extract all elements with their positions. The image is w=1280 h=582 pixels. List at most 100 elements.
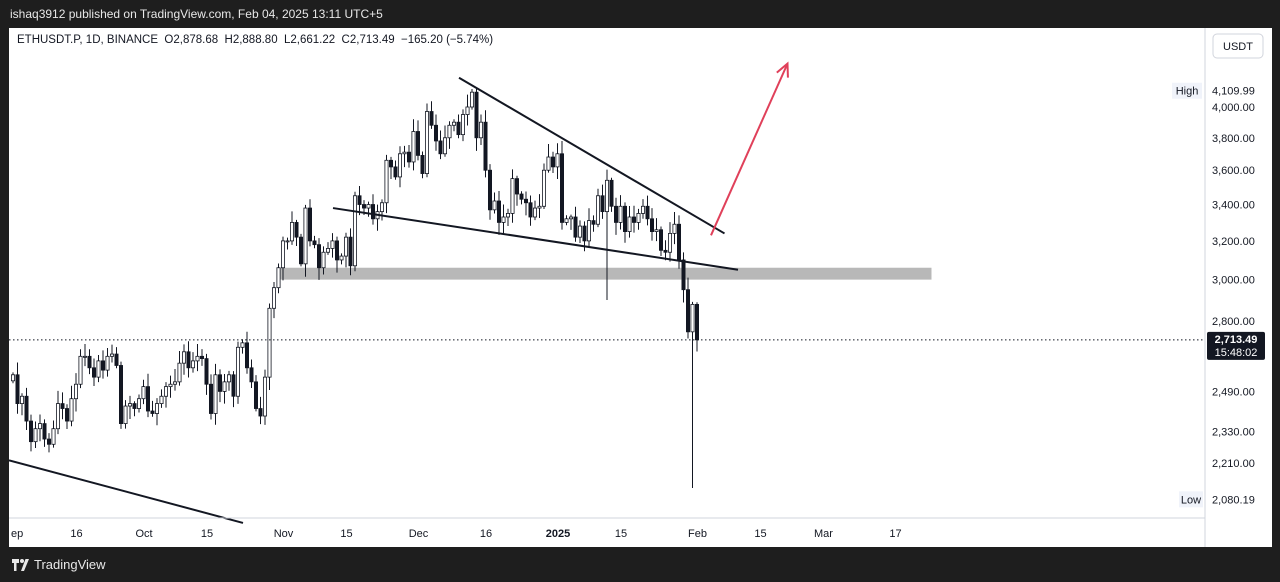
candle-body bbox=[438, 140, 443, 155]
candle-body bbox=[415, 131, 420, 156]
time-tick-label: Feb bbox=[688, 528, 707, 540]
time-tick-label: 15 bbox=[201, 528, 213, 540]
candle-body bbox=[596, 195, 601, 225]
candle-body bbox=[123, 405, 128, 424]
candle-body bbox=[370, 204, 375, 220]
candle-body bbox=[591, 220, 596, 225]
candle-body bbox=[78, 355, 83, 385]
candle-body bbox=[483, 121, 488, 171]
candle-body bbox=[397, 153, 402, 178]
candle-body bbox=[312, 240, 317, 246]
support-zone bbox=[279, 267, 932, 280]
candle-body bbox=[672, 223, 677, 234]
candle-body bbox=[222, 381, 227, 392]
candle-body bbox=[492, 200, 497, 211]
candle-body bbox=[159, 395, 164, 404]
candle-body bbox=[433, 124, 438, 142]
candle-body bbox=[119, 365, 124, 424]
candle-body bbox=[199, 355, 204, 359]
candle-body bbox=[132, 403, 137, 409]
candle-body bbox=[92, 367, 97, 378]
time-tick-label: 15 bbox=[615, 528, 627, 540]
price-tick-label: 3,600.00 bbox=[1212, 165, 1255, 177]
candle-body bbox=[659, 229, 664, 251]
candle-body bbox=[393, 166, 398, 178]
candle-body bbox=[641, 205, 646, 214]
candle-body bbox=[447, 124, 452, 139]
candle-body bbox=[285, 240, 290, 243]
candle-body bbox=[37, 423, 42, 430]
candle-body bbox=[136, 398, 141, 409]
candle-body bbox=[361, 204, 366, 209]
candle-body bbox=[686, 289, 691, 333]
candle-body bbox=[578, 225, 583, 238]
candle-body bbox=[141, 386, 146, 400]
candle-body bbox=[33, 428, 38, 443]
candle-body bbox=[240, 342, 245, 348]
high-label: High bbox=[1176, 86, 1199, 98]
candle-body bbox=[690, 303, 695, 333]
ohlc-legend: ETHUSDT.P, 1D, BINANCE O2,878.68 H2,888.… bbox=[17, 34, 493, 46]
footer-brand: TradingView bbox=[34, 557, 106, 572]
candle-body bbox=[474, 91, 479, 139]
candle-body bbox=[168, 383, 173, 388]
candle-body bbox=[321, 251, 326, 269]
candle-body bbox=[352, 195, 357, 267]
candle-body bbox=[105, 355, 110, 371]
trendline bbox=[458, 76, 726, 235]
candlestick-chart[interactable]: USDT 4,000.00 3,800.00 3,600.00 3,400.00 3,20… bbox=[8, 28, 1272, 547]
candle-body bbox=[663, 249, 668, 253]
candle-body bbox=[258, 408, 263, 417]
candle-body bbox=[514, 178, 519, 195]
candle-body bbox=[654, 229, 659, 232]
candle-body bbox=[650, 218, 655, 232]
candle-body bbox=[307, 207, 312, 242]
candle-body bbox=[424, 111, 429, 174]
candle-body bbox=[253, 381, 258, 409]
candle-body bbox=[681, 259, 686, 291]
candle-body bbox=[636, 213, 641, 223]
footer-bar: TradingView bbox=[0, 550, 1280, 582]
time-tick-label: 2025 bbox=[546, 528, 570, 540]
candle-body bbox=[524, 198, 529, 204]
candle-body bbox=[74, 383, 79, 400]
time-tick-label: Nov bbox=[274, 528, 294, 540]
legend-close: C2,713.49 bbox=[341, 34, 395, 46]
candle-body bbox=[87, 355, 92, 369]
candle-body bbox=[128, 403, 133, 407]
candle-body bbox=[110, 353, 115, 357]
candle-body bbox=[114, 353, 119, 366]
candle-body bbox=[465, 106, 470, 115]
candle-body bbox=[460, 114, 465, 136]
candle-body bbox=[632, 216, 637, 223]
support-zone-layer bbox=[279, 267, 932, 280]
legend-symbol: ETHUSDT.P, 1D, BINANCE bbox=[17, 34, 159, 46]
candle-body bbox=[587, 220, 592, 242]
candle-body bbox=[217, 374, 222, 392]
candle-body bbox=[469, 91, 474, 108]
trendlines-layer bbox=[8, 61, 1205, 524]
candle-body bbox=[609, 179, 614, 207]
candle-body bbox=[442, 137, 447, 155]
candle-body bbox=[456, 121, 461, 136]
price-tick-label: 2,330.00 bbox=[1212, 426, 1255, 438]
candle-body bbox=[145, 386, 150, 412]
candle-body bbox=[83, 355, 88, 358]
candle-body bbox=[573, 216, 578, 238]
candle-body bbox=[276, 267, 281, 289]
candle-body bbox=[420, 155, 425, 174]
candle-body bbox=[519, 193, 524, 200]
candle-body bbox=[388, 159, 393, 168]
candle-body bbox=[623, 205, 628, 232]
candle-body bbox=[429, 111, 434, 126]
breakout-arrow bbox=[710, 63, 789, 236]
candle-body bbox=[289, 222, 294, 242]
candle-body bbox=[334, 240, 339, 261]
price-tick-label: 3,400.00 bbox=[1212, 200, 1255, 212]
candle-body bbox=[235, 346, 240, 397]
candle-body bbox=[357, 195, 362, 205]
publisher-bar: ishaq3912 published on TradingView.com, … bbox=[0, 0, 1280, 28]
axis-layer: USDT 4,000.00 3,800.00 3,600.00 3,400.00 3,20… bbox=[9, 28, 1265, 547]
legend-low: L2,661.22 bbox=[283, 34, 336, 46]
candle-body bbox=[343, 236, 348, 257]
